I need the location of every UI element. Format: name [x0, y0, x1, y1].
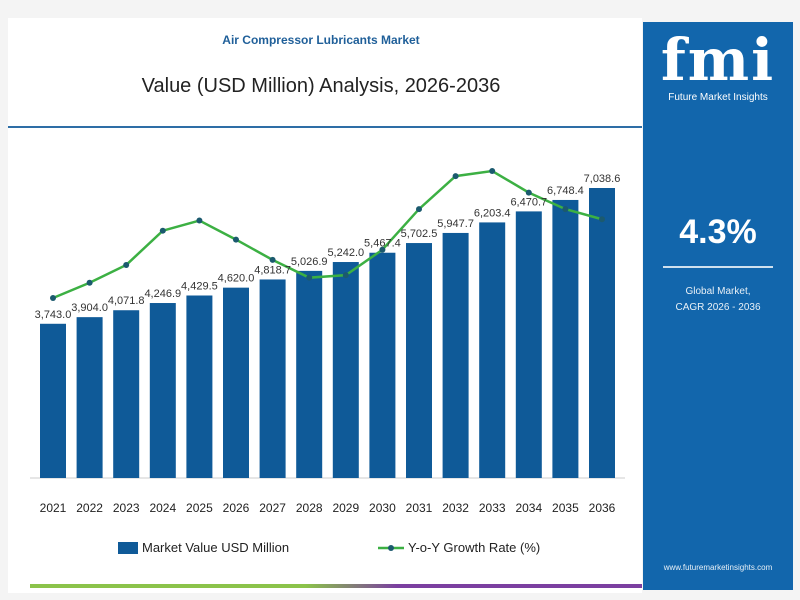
bar [369, 252, 396, 478]
bar [442, 232, 469, 478]
bar [332, 262, 359, 478]
legend-item-bar: Market Value USD Million [118, 540, 289, 555]
growth-point [562, 206, 569, 213]
data-label: 5,242.0 [327, 247, 364, 259]
growth-point [306, 274, 313, 281]
chart-plot: 2021 2022 2023 2024 2025 2026 2027 2028 2029 2030… [30, 168, 625, 515]
growth-point [525, 189, 532, 196]
data-label: 4,071.8 [108, 295, 145, 307]
chart-title: Value (USD Million) Analysis, 2026-2036 [141, 75, 501, 97]
data-label: 4,429.5 [181, 280, 218, 292]
x-tick-label: 2021 [40, 501, 67, 515]
data-label: 6,203.4 [474, 207, 511, 219]
growth-point [50, 295, 56, 301]
growth-point [86, 279, 93, 286]
x-tick-label: 2029 [332, 501, 359, 515]
x-tick-label: 2035 [552, 501, 579, 515]
bar [552, 199, 579, 478]
title-divider [8, 126, 642, 128]
bar [149, 303, 176, 478]
chart-subtitle: Air Compressor Lubricants Market [222, 33, 420, 47]
x-tick-label: 2028 [296, 501, 323, 515]
data-label: 6,748.4 [547, 185, 584, 197]
cagr-label: Global Market, [685, 286, 751, 297]
x-tick-label: 2025 [186, 501, 213, 515]
bar [40, 323, 66, 478]
data-label: 6,470.7 [510, 196, 547, 208]
brand-name: Future Market Insights [668, 92, 768, 103]
cagr-period: CAGR 2026 - 2036 [675, 302, 761, 313]
legend-item-line: Y-o-Y Growth Rate (%) [378, 540, 540, 555]
fmi-logo: fmi [660, 26, 776, 94]
data-label: 3,904.0 [71, 302, 108, 314]
growth-point [452, 173, 459, 180]
bar [515, 211, 542, 478]
data-label: 5,467.4 [364, 238, 401, 250]
bar [259, 279, 286, 478]
growth-point [379, 246, 386, 253]
growth-point [342, 272, 349, 279]
growth-line [52, 169, 603, 300]
x-tick-label: 2031 [406, 501, 433, 515]
x-tick-label: 2036 [589, 501, 616, 515]
data-label: 5,702.5 [401, 228, 438, 240]
x-tick-label: 2026 [223, 501, 250, 515]
x-tick-label: 2030 [369, 501, 396, 515]
x-tick-label: 2022 [76, 501, 103, 515]
growth-point [123, 261, 130, 268]
sidebar-panel: fmi Future Market Insights 4.3% Global M… [643, 22, 793, 590]
data-label: 5,026.9 [291, 256, 328, 268]
legend-swatch-line [378, 544, 404, 551]
bar [296, 270, 323, 478]
bar [479, 222, 506, 478]
growth-point [196, 217, 203, 224]
x-tick-label: 2027 [259, 501, 286, 515]
bar [76, 317, 103, 478]
data-label: 4,620.0 [218, 273, 255, 285]
growth-point [599, 216, 605, 223]
bar [589, 188, 615, 478]
x-tick-label: 2032 [442, 501, 469, 515]
legend-label: Y-o-Y Growth Rate (%) [408, 540, 541, 555]
data-label: 5,947.7 [437, 218, 474, 230]
x-tick-label: 2023 [113, 501, 140, 515]
growth-point [269, 256, 276, 263]
legend-swatch-bar [118, 541, 138, 554]
data-label: 4,246.9 [144, 288, 181, 300]
growth-point [233, 236, 239, 243]
cagr-value: 4.3% [679, 213, 757, 251]
data-label: 7,038.6 [584, 173, 621, 185]
bar [223, 287, 249, 478]
data-label: 3,743.0 [35, 309, 72, 321]
bar [113, 310, 140, 478]
x-tick-label: 2024 [149, 501, 176, 515]
bar [186, 295, 213, 478]
growth-point [159, 227, 166, 234]
x-tick-label: 2033 [479, 501, 506, 515]
decorative-bar [30, 584, 642, 588]
growth-point [489, 168, 496, 174]
data-label: 4,818.7 [254, 264, 291, 276]
bar [406, 243, 432, 478]
cagr-divider [663, 266, 773, 268]
growth-point [416, 206, 422, 213]
website-url: www.futuremarketinsights.com [663, 563, 773, 572]
legend-label: Market Value USD Million [142, 540, 290, 555]
x-tick-label: 2034 [515, 501, 542, 515]
